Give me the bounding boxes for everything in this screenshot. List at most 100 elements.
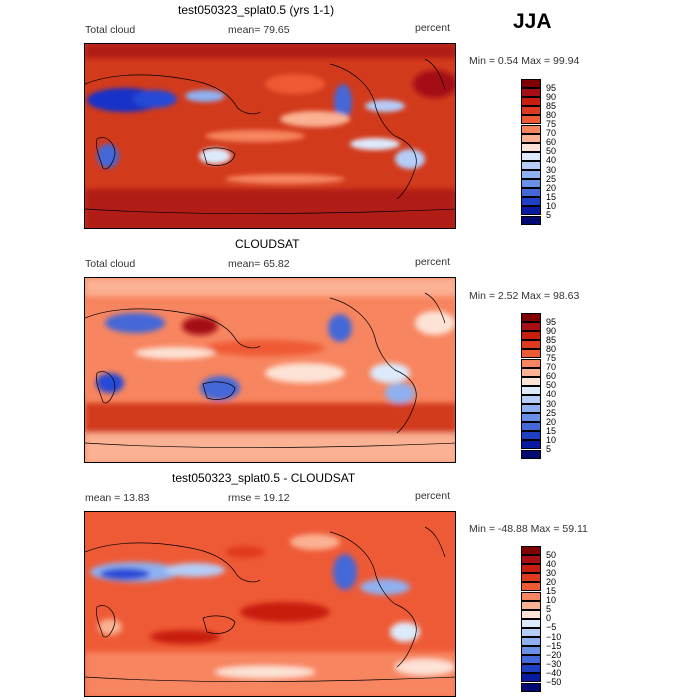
colorbar-swatch <box>521 97 541 107</box>
colorbar-swatch <box>521 124 541 134</box>
colorbar-swatch <box>521 115 541 125</box>
minmax-label: Min = 0.54 Max = 99.94 <box>469 55 580 67</box>
colorbar-swatch <box>521 440 541 450</box>
colorbar-swatch <box>521 151 541 161</box>
panel-title: test050323_splat0.5 - CLOUDSAT <box>172 471 356 485</box>
colorbar-tick-label: 60 <box>546 371 557 382</box>
colorbar-tick-label: 5 <box>546 604 552 615</box>
colorbar-tick-label: 0 <box>546 613 552 624</box>
colorbar-tick-label: 95 <box>546 316 557 327</box>
colorbar-tick-label: 25 <box>546 173 557 184</box>
colorbar-swatch <box>521 160 541 170</box>
colorbar-swatch <box>521 655 541 665</box>
colorbar-swatch <box>521 431 541 441</box>
colorbar-tick-label: 75 <box>546 353 557 363</box>
colorbar-tick-label: 60 <box>546 137 557 148</box>
colorbar-swatch <box>521 582 541 592</box>
colorbar-tick-label: 15 <box>546 191 557 202</box>
colorbar-swatch <box>521 142 541 152</box>
colorbar-tick-label: 30 <box>546 164 557 175</box>
colorbar-tick-label: 80 <box>546 109 557 120</box>
colorbar-swatch <box>521 664 541 674</box>
units-label: percent <box>415 256 451 268</box>
colorbar-tick-label: 20 <box>546 182 557 193</box>
rmse-label: rmse = 19.12 <box>228 492 290 504</box>
colorbar-swatch <box>521 555 541 565</box>
colorbar-swatch <box>521 394 541 404</box>
colorbar-tick-label: 50 <box>546 380 557 391</box>
minmax-label: Min = -48.88 Max = 59.11 <box>469 523 588 535</box>
variable-label: Total cloud <box>85 24 136 36</box>
colorbar-swatch <box>521 618 541 628</box>
colorbar-tick-label: 15 <box>546 425 557 436</box>
colorbar-swatch <box>521 331 541 341</box>
colorbar-tick-label: 10 <box>546 434 557 445</box>
map-field <box>85 278 455 462</box>
colorbar-swatch <box>521 422 541 432</box>
colorbar-swatch <box>521 179 541 189</box>
colorbar-tick-label: 40 <box>546 155 557 166</box>
colorbar-swatch <box>521 609 541 619</box>
season-label: JJA <box>513 10 552 33</box>
colorbar-tick-label: 85 <box>546 100 557 111</box>
mean-label: mean= 79.65 <box>228 24 290 36</box>
colorbar-tick-label: −40 <box>546 667 562 678</box>
colorbar-tick-label: 50 <box>546 146 557 157</box>
colorbar-swatch <box>521 637 541 647</box>
colorbar-swatch <box>521 206 541 216</box>
colorbar-swatch <box>521 385 541 395</box>
colorbar-tick-label: −30 <box>546 658 562 669</box>
colorbar-tick-label: 5 <box>546 210 552 220</box>
colorbar-tick-label: 15 <box>546 586 557 596</box>
colorbar-swatch <box>521 133 541 143</box>
colorbar-tick-label: 70 <box>546 128 557 139</box>
colorbar-tick-label: −5 <box>546 622 557 633</box>
colorbar-tick-label: 90 <box>546 91 557 102</box>
colorbar-swatch <box>521 79 541 89</box>
colorbar-swatch <box>521 322 541 332</box>
colorbar-swatch <box>521 591 541 601</box>
colorbar-tick-label: 30 <box>546 567 557 578</box>
map-field <box>85 512 455 696</box>
colorbar-swatch <box>521 340 541 350</box>
variable-label: Total cloud <box>85 258 136 270</box>
colorbar-swatch <box>521 600 541 610</box>
colorbar-swatch <box>521 646 541 656</box>
map-field <box>85 44 455 228</box>
colorbar-swatch <box>521 349 541 359</box>
colorbar-swatch <box>521 197 541 207</box>
colorbar-tick-label: 10 <box>546 595 557 606</box>
units-label: percent <box>415 22 451 34</box>
colorbar-tick-label: 50 <box>546 549 557 560</box>
colorbar-swatch <box>521 358 541 368</box>
colorbar-swatch <box>521 573 541 583</box>
colorbar-tick-label: 75 <box>546 119 557 129</box>
colorbar-swatch <box>521 313 541 323</box>
minmax-label: Min = 2.52 Max = 98.63 <box>469 290 580 302</box>
colorbar-tick-label: −15 <box>546 640 562 651</box>
colorbar-swatch <box>521 682 541 692</box>
units-label: percent <box>415 490 451 502</box>
colorbar-tick-label: 10 <box>546 200 557 211</box>
colorbar-tick-label: −50 <box>546 677 562 687</box>
colorbar-tick-label: 20 <box>546 576 557 587</box>
colorbar-tick-label: 90 <box>546 325 557 336</box>
colorbar-tick-label: 20 <box>546 416 557 427</box>
colorbar-tick-label: −10 <box>546 631 562 642</box>
colorbar-tick-label: 70 <box>546 362 557 373</box>
colorbar-swatch <box>521 88 541 98</box>
colorbar-swatch <box>521 170 541 180</box>
panel-title: test050323_splat0.5 (yrs 1-1) <box>178 3 335 17</box>
colorbar-swatch <box>521 404 541 414</box>
colorbar-swatch <box>521 188 541 198</box>
colorbar-tick-label: 80 <box>546 343 557 354</box>
colorbar-tick-label: 40 <box>546 558 557 569</box>
colorbar-tick-label: 25 <box>546 407 557 418</box>
panel-title: CLOUDSAT <box>235 237 300 251</box>
colorbar-tick-label: 85 <box>546 334 557 345</box>
colorbar-swatch <box>521 564 541 574</box>
colorbar-swatch <box>521 413 541 423</box>
colorbar-tick-label: 5 <box>546 444 552 454</box>
map-obs <box>84 277 456 463</box>
colorbar-tick-label: 95 <box>546 82 557 93</box>
